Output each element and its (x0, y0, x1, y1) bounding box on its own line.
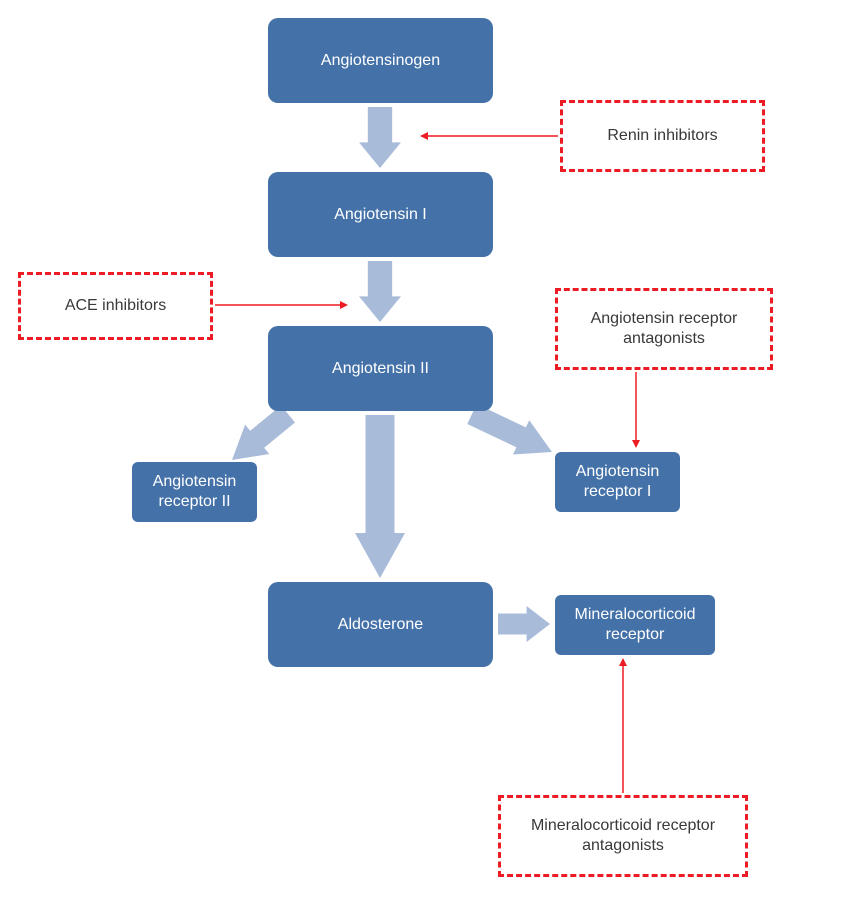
node-angiotensin-ii: Angiotensin II (268, 326, 493, 411)
node-mineralocorticoid-antagonists: Mineralocorticoid receptor antagonists (498, 795, 748, 877)
node-ace-inhibitors: ACE inhibitors (18, 272, 213, 340)
node-label: Renin inhibitors (607, 126, 717, 146)
node-receptor-ii: Angiotensin receptor II (132, 462, 257, 522)
node-angiotensin-receptor-antagonists: Angiotensin receptor antagonists (555, 288, 773, 370)
node-label: Angiotensin receptor antagonists (568, 309, 760, 349)
node-angiotensinogen: Angiotensinogen (268, 18, 493, 103)
node-label: Aldosterone (338, 615, 423, 635)
node-mineralocorticoid-receptor: Mineralocorticoid receptor (555, 595, 715, 655)
raas-flowchart: Angiotensinogen Angiotensin I Angiotensi… (0, 0, 850, 915)
node-aldosterone: Aldosterone (268, 582, 493, 667)
node-renin-inhibitors: Renin inhibitors (560, 100, 765, 172)
node-label: Angiotensin II (332, 359, 429, 379)
node-label: Angiotensinogen (321, 51, 440, 71)
node-label: Angiotensin receptor II (142, 472, 247, 512)
node-label: Angiotensin I (334, 205, 427, 225)
node-label: Angiotensin receptor I (565, 462, 670, 502)
node-label: Mineralocorticoid receptor (565, 605, 705, 645)
node-angiotensin-i: Angiotensin I (268, 172, 493, 257)
node-label: ACE inhibitors (65, 296, 166, 316)
node-label: Mineralocorticoid receptor antagonists (511, 816, 735, 856)
node-receptor-i: Angiotensin receptor I (555, 452, 680, 512)
